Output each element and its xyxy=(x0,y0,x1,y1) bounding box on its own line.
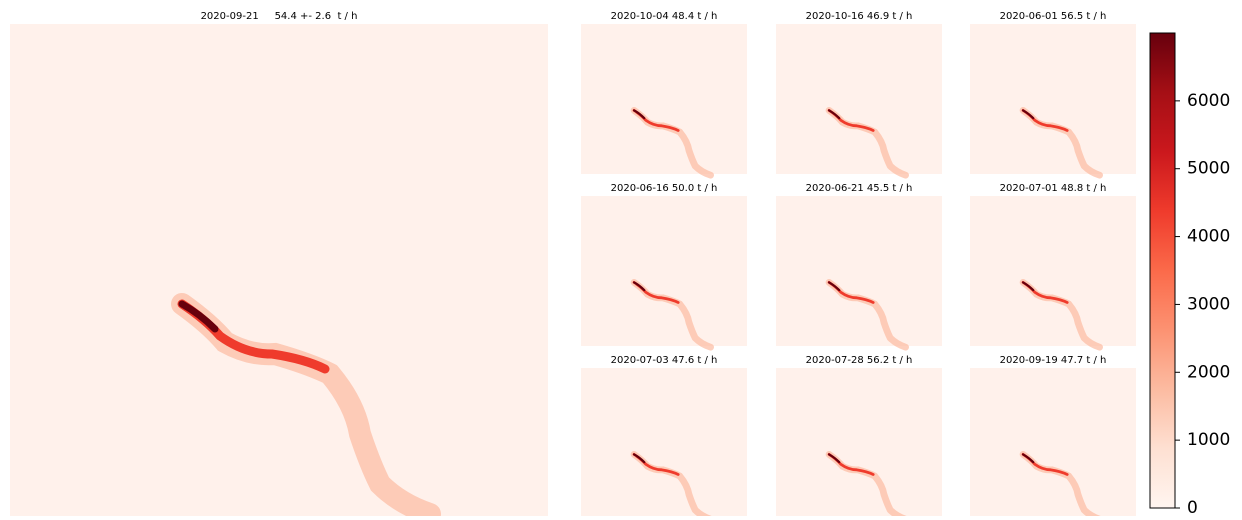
panel-image xyxy=(776,24,942,174)
colorbar-tick-label: 6000 xyxy=(1187,91,1230,111)
colorbar-tick-label: 4000 xyxy=(1187,227,1230,247)
panel-title: 2020-07-28 56.2 t / h xyxy=(806,355,913,366)
panel-image xyxy=(970,24,1136,174)
panel-title: 2020-06-16 50.0 t / h xyxy=(611,183,718,194)
panel-image xyxy=(581,24,747,174)
panel-title: 2020-06-01 56.5 t / h xyxy=(1000,11,1107,22)
panel-image xyxy=(776,196,942,346)
panel-title: 2020-09-19 47.7 t / h xyxy=(1000,355,1107,366)
panel-title: 2020-06-21 45.5 t / h xyxy=(806,183,913,194)
panel-title: 2020-07-03 47.6 t / h xyxy=(611,355,718,366)
colorbar-tick-label: 3000 xyxy=(1187,294,1230,314)
panel-image xyxy=(581,368,747,518)
colorbar-tick-label: 5000 xyxy=(1187,159,1230,179)
colorbar xyxy=(1149,32,1176,509)
colorbar-tick-label: 2000 xyxy=(1187,362,1230,382)
panel-image xyxy=(970,368,1136,518)
panel-title: 2020-07-01 48.8 t / h xyxy=(1000,183,1107,194)
panel-image xyxy=(970,196,1136,346)
panel-title: 2020-10-04 48.4 t / h xyxy=(611,11,718,22)
main-image xyxy=(10,24,548,516)
colorbar-tick-label: 0 xyxy=(1187,498,1198,516)
colorbar-tick-label: 1000 xyxy=(1187,430,1230,450)
main-title: 2020-09-21 54.4 +- 2.6 t / h xyxy=(201,11,358,22)
panel-image xyxy=(776,368,942,518)
panel-image xyxy=(581,196,747,346)
panel-title: 2020-10-16 46.9 t / h xyxy=(806,11,913,22)
